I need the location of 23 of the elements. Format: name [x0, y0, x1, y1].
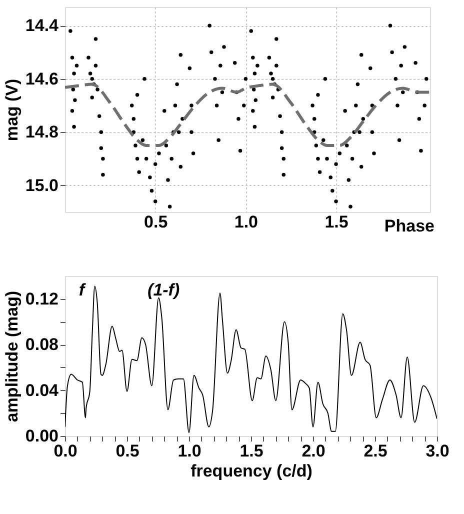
x-tick-label: 0.5	[144, 212, 168, 232]
x-tick-label: 2.5	[364, 442, 388, 460]
y-axis-title: mag (V)	[2, 78, 22, 142]
x-tick-label: 0.5	[116, 442, 140, 460]
annotation: f	[78, 280, 87, 300]
annotation: (1-f)	[148, 280, 180, 300]
x-axis-title: Phase	[384, 216, 434, 236]
line-series	[65, 82, 430, 147]
x-tick-label: 2.0	[302, 442, 326, 460]
x-tick-label: 1.0	[234, 212, 258, 232]
y-tick-label: 14.8	[25, 122, 58, 142]
y-tick-label: 14.4	[25, 16, 60, 36]
x-tick-label: 3.0	[426, 442, 450, 460]
x-tick-label: 1.5	[324, 212, 348, 232]
y-tick-label: 15.0	[25, 176, 58, 195]
y-tick-label: 14.6	[25, 69, 58, 88]
y-tick-label: 0.08	[25, 335, 58, 354]
x-axis-title: frequency (c/d)	[190, 462, 312, 480]
x-tick-label: 1.0	[178, 442, 202, 460]
y-axis-title: amplitude (mag)	[2, 290, 22, 422]
y-tick-label: 0.04	[25, 380, 60, 400]
x-tick-label: 1.5	[240, 442, 264, 460]
y-tick-label: 0.12	[25, 289, 58, 308]
